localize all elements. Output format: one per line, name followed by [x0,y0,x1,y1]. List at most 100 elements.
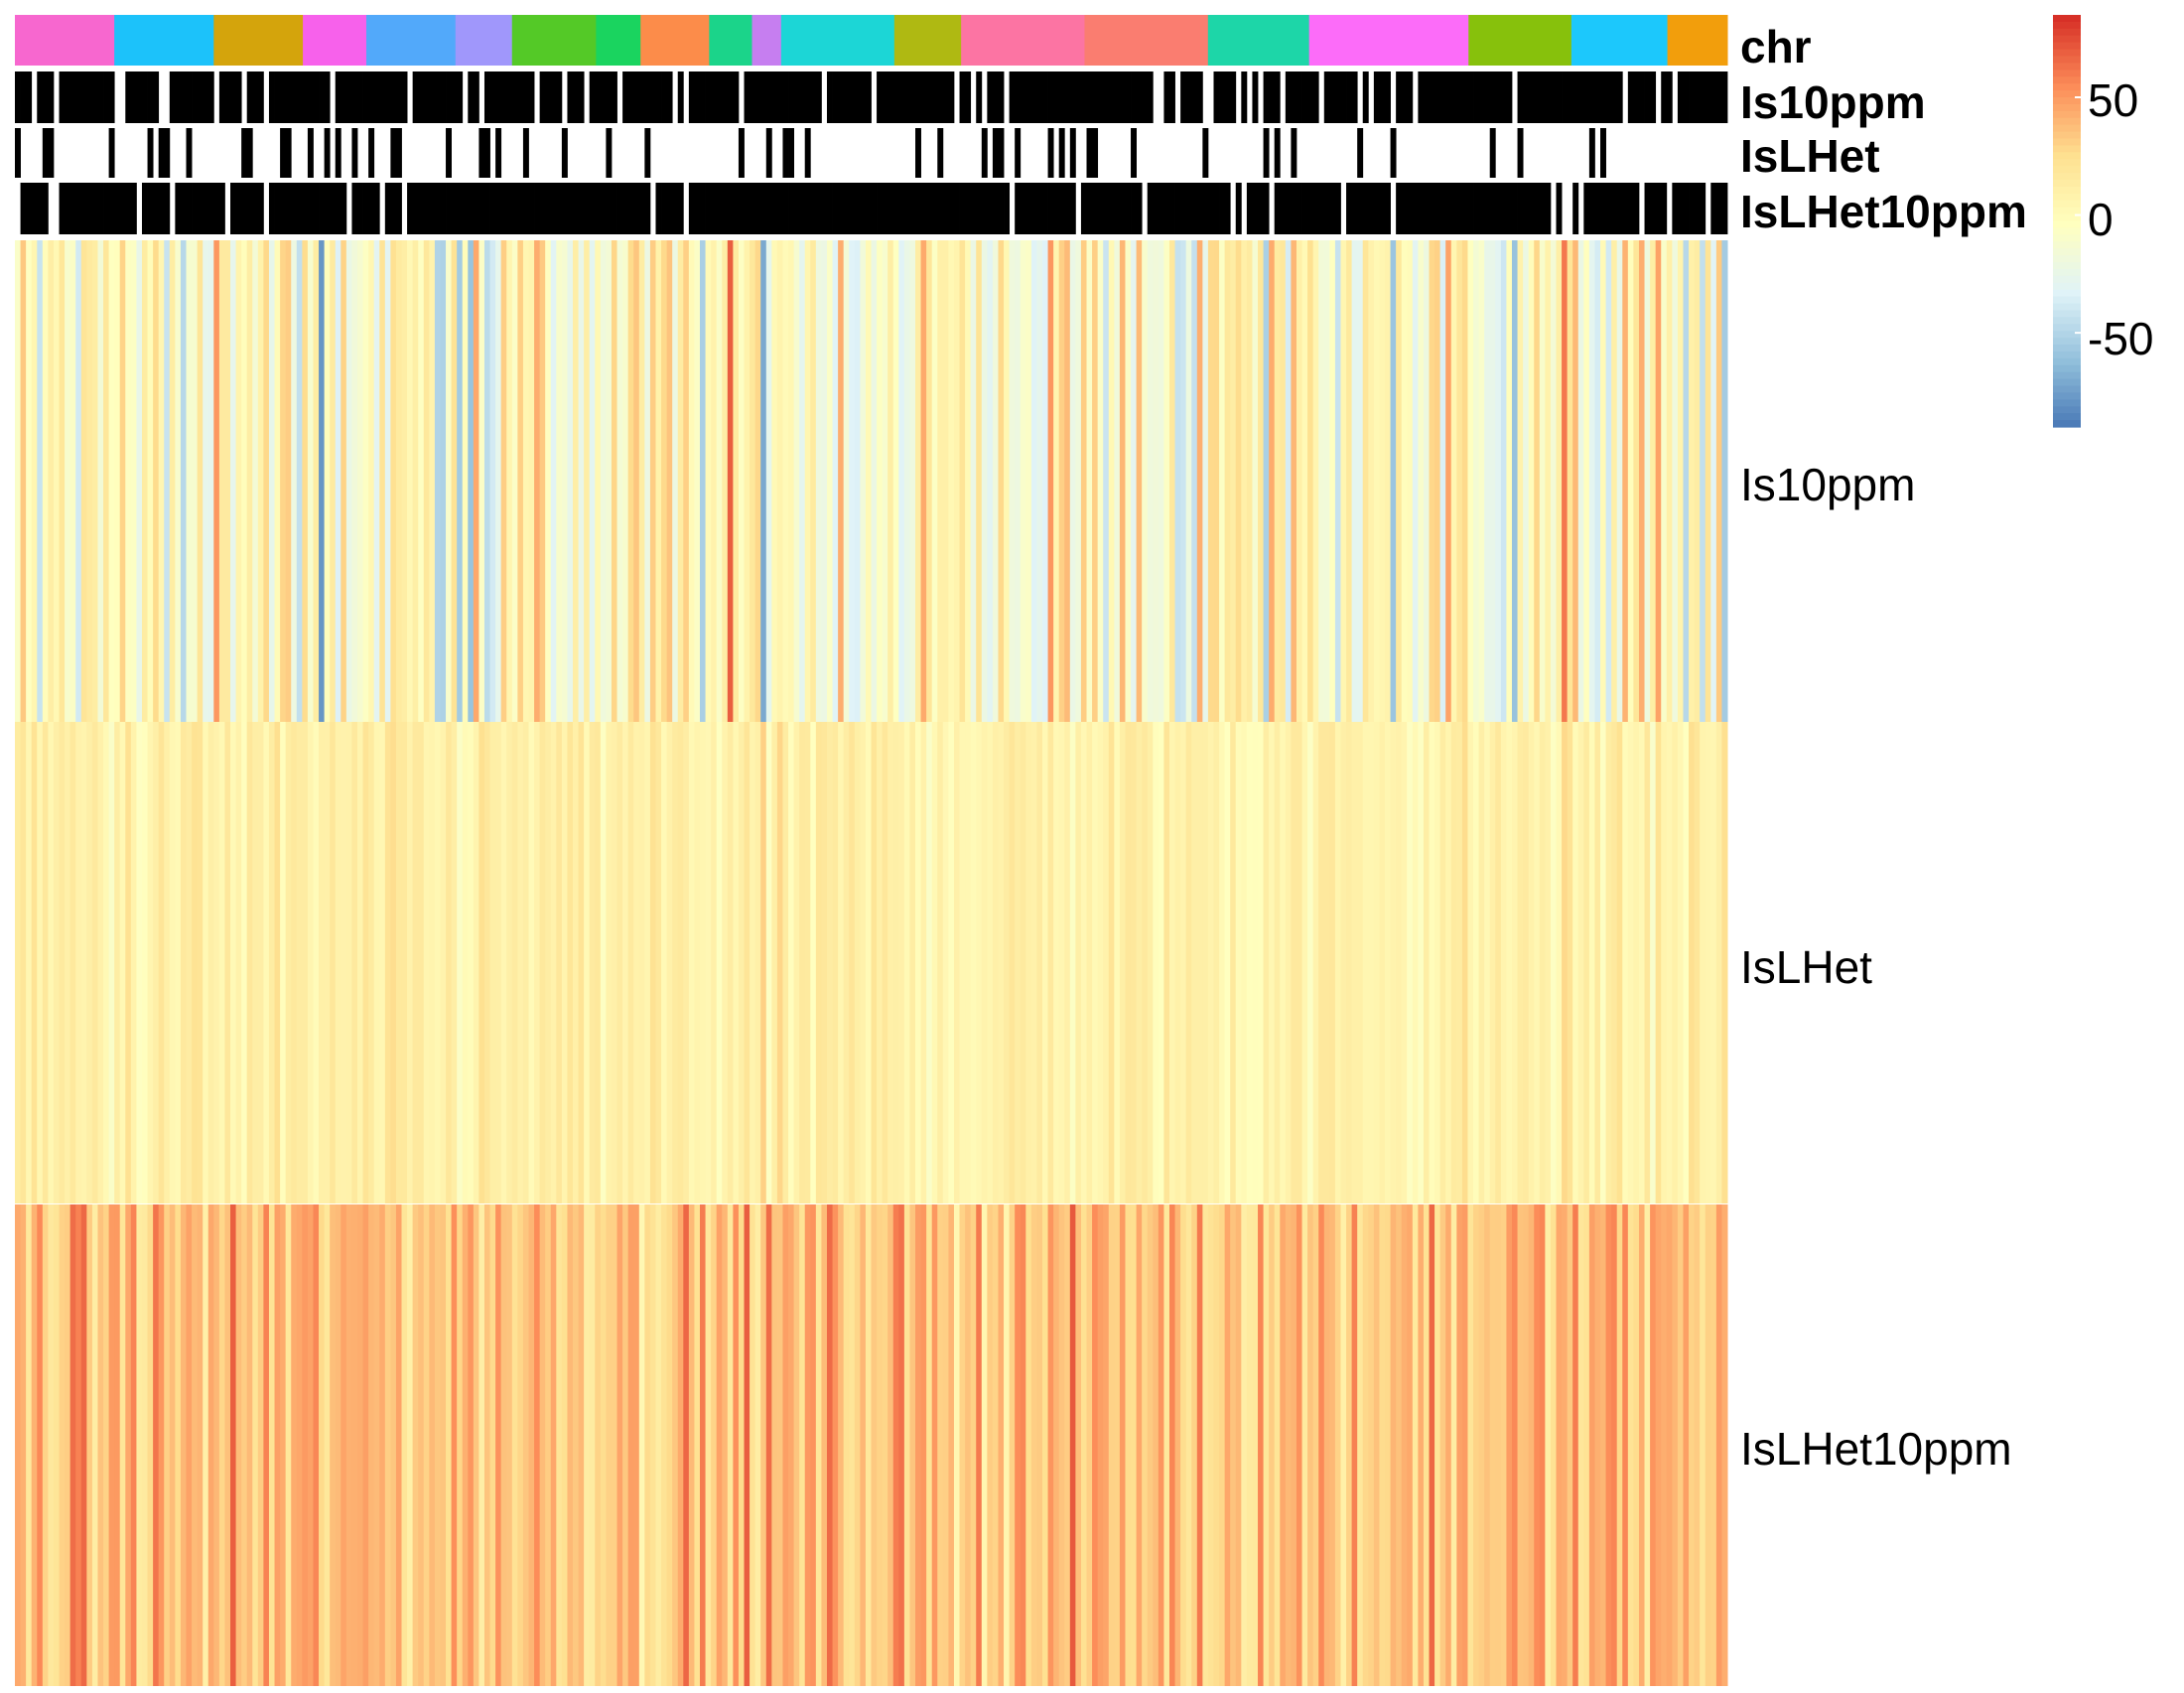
annotation-cell [1224,71,1231,123]
heatmap-cell [1207,1204,1214,1686]
heatmap-cell [1357,722,1364,1203]
annotation-cell [1412,183,1419,234]
annotation-cell [611,71,617,123]
heatmap-cell [1715,722,1722,1203]
heatmap-cell [319,1204,326,1686]
heatmap-cell [362,722,369,1203]
heatmap-cell [1119,722,1126,1203]
heatmap-cell [48,1204,55,1686]
annotation-cell [1168,183,1175,234]
annotation-cell [1307,183,1314,234]
heatmap-cell [108,1204,115,1686]
annotation-cell [341,71,347,123]
annotation-cell [771,183,778,234]
heatmap-cell [468,240,475,722]
heatmap-cell [511,722,518,1203]
annotation-cell [307,128,314,178]
heatmap-cell [765,1204,772,1686]
heatmap-cell [412,1204,419,1686]
heatmap-cell [1528,240,1535,722]
heatmap-cell [1545,722,1552,1203]
heatmap-cell [661,240,668,722]
heatmap-cell [230,240,237,722]
annotation-cell [1042,71,1048,123]
annotation-cell [440,71,447,123]
heatmap-cell [263,1204,270,1686]
heatmap-cell [1241,722,1248,1203]
heatmap-cell [716,722,723,1203]
heatmap-cell [1064,240,1071,722]
heatmap-cell [1484,722,1491,1203]
heatmap-cell [457,1204,464,1686]
annotation-cell [981,128,988,178]
annotation-cell [1577,71,1584,123]
annotation-cell [1594,71,1601,123]
annotation-cell [103,71,109,123]
annotation-cell [330,183,337,234]
heatmap-cell [1550,722,1557,1203]
heatmap-cell [390,240,397,722]
heatmap-cell [981,1204,988,1686]
heatmap-cell [86,240,93,722]
heatmap-cell [395,240,403,722]
heatmap-cell [1517,240,1524,722]
heatmap-cell [788,722,795,1203]
annotation-cell [1219,71,1226,123]
heatmap-cell [1125,722,1132,1203]
annotation-cell [1550,71,1557,123]
heatmap-cell [522,1204,529,1686]
heatmap-cell [395,1204,403,1686]
heatmap-cell [1439,722,1446,1203]
heatmap-cell [1280,240,1287,722]
heatmap-cell [207,240,214,722]
heatmap-cell [252,1204,259,1686]
heatmap-cell [1534,240,1541,722]
annotation-cell [1588,183,1595,234]
chr-segment [640,15,710,66]
heatmap-cell [578,1204,585,1686]
heatmap-cell [1368,722,1375,1203]
heatmap-cell [506,722,513,1203]
annotation-cell [1567,71,1573,123]
heatmap-cell [1108,722,1115,1203]
annotation-cell [1180,183,1187,234]
heatmap-cell [1412,722,1419,1203]
heatmap-cell [1174,1204,1181,1686]
annotation-cell [1705,71,1711,123]
heatmap-cell [733,722,740,1203]
heatmap-cell [1677,722,1684,1203]
annotation-cell [600,183,607,234]
heatmap-cell [633,1204,640,1686]
heatmap-cell [1285,1204,1292,1686]
heatmap-cell [677,722,684,1203]
colorbar-segment [2053,227,2081,235]
heatmap-cell [373,240,380,722]
heatmap-cell [887,240,894,722]
colorbar-segment [2053,392,2081,400]
heatmap-cell [716,1204,723,1686]
heatmap-cell [1075,240,1082,722]
heatmap-cell [1069,722,1076,1203]
annotation-cell [793,71,800,123]
annotation-cell [1473,183,1479,234]
annotation-cell [203,71,209,123]
heatmap-cell [909,240,916,722]
heatmap-cell [1136,1204,1143,1686]
heatmap-cell [622,1204,629,1686]
heatmap-cell [1622,722,1629,1203]
heatmap-cell [826,240,834,722]
annotation-cell [390,71,397,123]
heatmap-cell [1396,1204,1403,1686]
annotation-cell [1042,183,1048,234]
colorbar-segment [2053,338,2081,346]
heatmap-cell [517,1204,524,1686]
heatmap-cell [948,722,955,1203]
annotation-cell [75,183,82,234]
heatmap-cell [898,240,905,722]
heatmap-cell [776,240,783,722]
heatmap-cell [1588,722,1595,1203]
annotation-cell [86,71,93,123]
annotation-cell [1274,128,1281,178]
annotation-cell [716,71,723,123]
heatmap-cell [688,240,695,722]
